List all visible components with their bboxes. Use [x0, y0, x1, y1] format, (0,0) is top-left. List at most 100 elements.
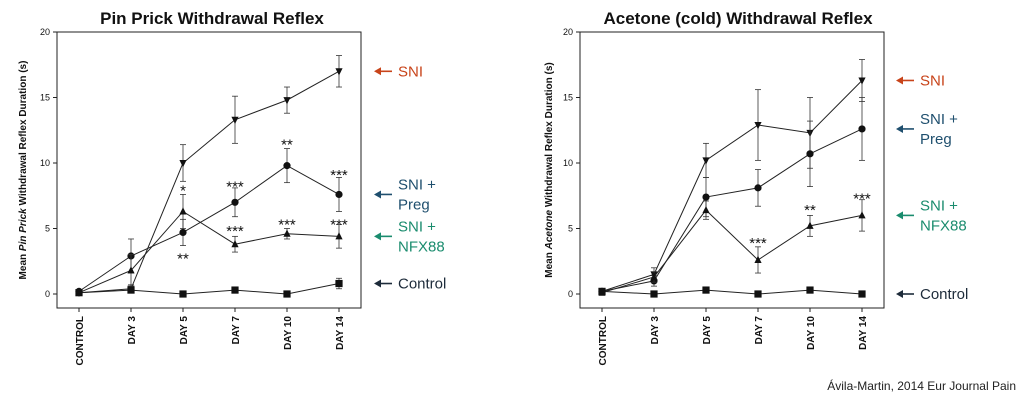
data-point	[283, 97, 291, 105]
x-tick-label-day-7: DAY 7	[754, 316, 765, 345]
series-line-control	[78, 283, 340, 295]
y-tick-label: 10	[563, 158, 573, 168]
legend-sni-nfx88: SNI + NFX88	[896, 197, 967, 234]
data-point	[702, 205, 710, 214]
chart-title: Pin Prick Withdrawal Reflex	[100, 9, 324, 28]
series-line-sni-nfx88	[78, 210, 340, 294]
series-line-sni-preg	[601, 128, 863, 292]
significance-marker: **	[177, 251, 189, 268]
acetone-chart: Acetone (cold) Withdrawal Reflex 0 5 10 15 20…	[544, 9, 968, 365]
data-point	[650, 272, 658, 280]
significance-marker: ***	[278, 217, 296, 234]
legend-arrow-head	[374, 279, 381, 288]
y-tick-label: 15	[563, 93, 573, 103]
x-tick-label-day-3: DAY 3	[127, 316, 138, 345]
y-tick-label: 15	[40, 93, 50, 103]
data-point	[231, 240, 239, 248]
credit-text: Ávila-Martin, 2014 Eur Journal Pain	[827, 378, 1016, 393]
legend-sni: SNI	[374, 63, 423, 80]
plot-frame	[56, 31, 362, 309]
x-tick-label-day-7: DAY 7	[231, 316, 242, 345]
data-point	[179, 290, 187, 298]
legend-control: Control	[374, 276, 446, 293]
series-line-sni-preg	[78, 165, 340, 292]
series-sni-preg	[598, 97, 866, 295]
data-point	[858, 211, 866, 219]
data-point	[806, 286, 814, 294]
data-point	[754, 290, 762, 298]
significance-marker: **	[804, 202, 816, 219]
legend-label: Control	[398, 276, 446, 293]
legend-control: Control	[896, 286, 968, 303]
legend-sni: SNI	[896, 72, 945, 89]
y-tick-label: 0	[568, 289, 573, 299]
x-tick-label-control: CONTROL	[598, 316, 609, 365]
data-point	[702, 286, 710, 294]
legend-arrow-head	[896, 124, 903, 133]
y-tick-label: 20	[563, 27, 573, 37]
data-point	[702, 157, 710, 165]
legend-arrow-head	[374, 232, 381, 241]
data-point	[858, 125, 866, 133]
legend-label: SNI + Preg	[398, 176, 436, 213]
data-point	[335, 279, 343, 288]
series-line-sni-nfx88	[601, 209, 863, 294]
data-point	[127, 266, 135, 274]
y-tick-label: 0	[45, 289, 50, 299]
significance-marker: *	[180, 183, 186, 200]
significance-marker: ***	[330, 167, 348, 184]
data-point	[702, 193, 710, 201]
data-point	[179, 160, 187, 168]
series-sni-nfx88	[75, 194, 343, 296]
y-axis-label: Mean Acetone Withdrawal Reflex Duration …	[544, 62, 555, 278]
data-point	[806, 150, 814, 158]
data-point	[179, 207, 187, 215]
series-sni-preg	[75, 148, 343, 295]
legend-arrow-head	[374, 67, 381, 76]
x-tick-label-day-3: DAY 3	[650, 316, 661, 345]
legend-label: SNI + Preg	[920, 111, 958, 148]
significance-marker: ***	[226, 223, 244, 240]
series-line-sni	[78, 70, 340, 294]
data-point	[754, 255, 762, 263]
y-tick-label: 10	[40, 158, 50, 168]
series-line-control	[601, 289, 863, 295]
series-sni-nfx88	[598, 199, 866, 296]
data-point	[650, 290, 658, 298]
series-control	[598, 286, 866, 298]
data-point	[754, 122, 762, 130]
data-point	[858, 290, 866, 298]
data-point	[858, 77, 866, 85]
data-point	[179, 228, 187, 237]
data-point	[335, 68, 343, 76]
significance-marker: ***	[749, 235, 767, 252]
data-point	[335, 190, 343, 199]
data-point	[231, 116, 239, 124]
legend-label: SNI	[398, 63, 423, 80]
data-point	[231, 286, 239, 294]
legend-arrow-head	[896, 290, 903, 298]
pin-prick-chart: Pin Prick Withdrawal Reflex 0 5 10 15 20 CONTR…	[18, 9, 446, 365]
legend-arrow-head	[896, 76, 903, 85]
chart-title: Acetone (cold) Withdrawal Reflex	[603, 9, 873, 28]
data-point	[283, 229, 291, 237]
data-point	[283, 162, 291, 170]
significance-marker: ***	[330, 217, 348, 234]
series-sni	[598, 59, 866, 296]
legend-sni-preg: SNI + Preg	[374, 176, 436, 213]
legend-label: SNI	[920, 72, 945, 89]
series-sni	[75, 55, 343, 297]
legend-sni-preg: SNI + Preg	[896, 111, 958, 148]
x-tick-label-day-5: DAY 5	[179, 316, 190, 345]
legend-label: Control	[920, 286, 968, 303]
legend-arrow-head	[896, 211, 903, 220]
data-point	[127, 286, 135, 294]
significance-marker: **	[281, 137, 293, 154]
x-tick-label-day-10: DAY 10	[806, 316, 817, 350]
x-tick-label-day-14: DAY 14	[858, 316, 869, 350]
data-point	[806, 221, 814, 229]
data-point	[598, 287, 606, 295]
data-point	[283, 290, 291, 298]
y-tick-label: 5	[45, 224, 50, 234]
